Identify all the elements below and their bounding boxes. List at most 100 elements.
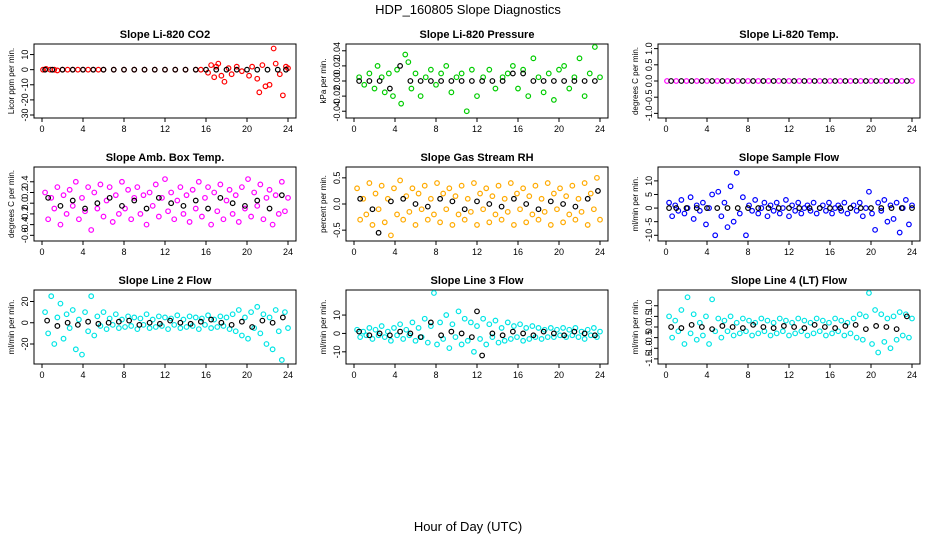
data-point <box>238 318 245 325</box>
data-point <box>165 326 171 333</box>
data-point <box>402 51 409 58</box>
data-point <box>235 219 242 225</box>
data-point <box>211 74 218 81</box>
data-point <box>238 184 245 191</box>
data-point <box>162 314 168 321</box>
data-point <box>424 216 431 223</box>
data-point <box>375 229 382 236</box>
data-point <box>853 207 860 214</box>
data-point <box>523 325 530 331</box>
data-point <box>453 74 460 81</box>
data-point <box>94 205 101 212</box>
data-point <box>45 216 52 223</box>
data-point <box>509 70 516 77</box>
data-point <box>95 66 102 73</box>
y-axis-label: kPa per min. <box>319 59 328 104</box>
data-point <box>780 78 787 84</box>
x-tick-label: 20 <box>242 124 252 134</box>
data-point <box>394 211 400 218</box>
data-point <box>211 316 218 323</box>
data-point <box>449 222 456 228</box>
data-point <box>550 330 557 337</box>
data-point <box>151 66 158 73</box>
y-tick-label: 0.0 <box>20 197 30 210</box>
x-tick-label: 16 <box>201 247 211 257</box>
x-tick-label: 20 <box>866 247 876 257</box>
x-tick-label: 8 <box>121 247 126 257</box>
data-point <box>480 206 487 213</box>
data-point <box>706 341 712 347</box>
data-point <box>467 208 474 215</box>
series-all <box>356 44 603 115</box>
data-point <box>109 219 116 225</box>
data-point <box>242 314 248 321</box>
y-tick-label: -1.5 <box>644 351 654 367</box>
data-point <box>786 213 792 220</box>
data-point <box>687 330 694 337</box>
data-point <box>407 78 414 84</box>
data-point <box>581 330 588 337</box>
data-point <box>734 78 741 84</box>
data-point <box>875 199 882 206</box>
data-point <box>492 85 499 92</box>
data-point <box>131 66 138 73</box>
data-point <box>272 192 279 199</box>
data-point <box>85 328 92 335</box>
data-point <box>703 221 709 228</box>
data-point <box>183 324 190 330</box>
data-point <box>60 192 67 199</box>
x-tick-label: 24 <box>595 247 605 257</box>
data-point <box>902 197 909 203</box>
data-point <box>218 72 225 79</box>
data-point <box>893 78 900 84</box>
data-point <box>171 216 178 223</box>
x-tick-label: 0 <box>39 124 44 134</box>
data-point <box>208 62 215 69</box>
data-point <box>556 66 562 73</box>
plot-frame <box>345 43 609 119</box>
series-mean <box>668 78 910 84</box>
data-point <box>690 216 697 222</box>
y-tick-label: 0.00 <box>332 72 342 90</box>
data-point <box>816 205 823 211</box>
series-mean <box>666 205 915 211</box>
data-point <box>285 194 291 201</box>
data-point <box>223 197 230 204</box>
data-point <box>591 44 598 50</box>
y-tick-label: -10 <box>332 345 342 358</box>
data-point <box>770 325 777 331</box>
data-point <box>724 328 731 335</box>
data-point <box>238 332 245 339</box>
data-point <box>443 62 450 69</box>
x-tick-label: 8 <box>433 247 438 257</box>
data-point <box>417 93 424 100</box>
data-point <box>829 210 835 217</box>
data-point <box>66 325 73 331</box>
data-point <box>152 324 159 330</box>
panel-8: Slope Line 3 Flow 0 4 8 12 16 20 24 -10 0 10 ml/min… <box>319 275 609 380</box>
data-point <box>180 316 187 323</box>
y-tick-label: -10 <box>644 229 654 242</box>
data-point <box>270 45 277 52</box>
data-point <box>560 325 566 331</box>
panel-9: Slope Line 4 (LT) Flow 0 4 8 12 16 20 24 -1.5-1.… <box>631 275 921 380</box>
data-point <box>764 317 771 324</box>
data-point <box>74 321 81 328</box>
data-point <box>827 205 833 211</box>
data-point <box>733 169 740 176</box>
data-point <box>504 70 511 77</box>
data-point <box>474 93 480 100</box>
data-point <box>530 55 537 62</box>
data-point <box>162 66 168 73</box>
data-point <box>228 321 235 328</box>
panels-grid: Slope Li-820 CO2 0 4 8 12 16 20 24 -30 -20 -10 0 10 L… <box>7 29 921 380</box>
data-point <box>215 60 222 67</box>
data-point <box>550 334 557 341</box>
data-point <box>709 78 716 84</box>
data-point <box>152 181 159 188</box>
x-tick-label: 12 <box>784 124 794 134</box>
x-tick-label: 0 <box>351 370 356 380</box>
data-point <box>458 341 465 348</box>
data-point <box>872 226 878 233</box>
data-point <box>275 328 282 335</box>
